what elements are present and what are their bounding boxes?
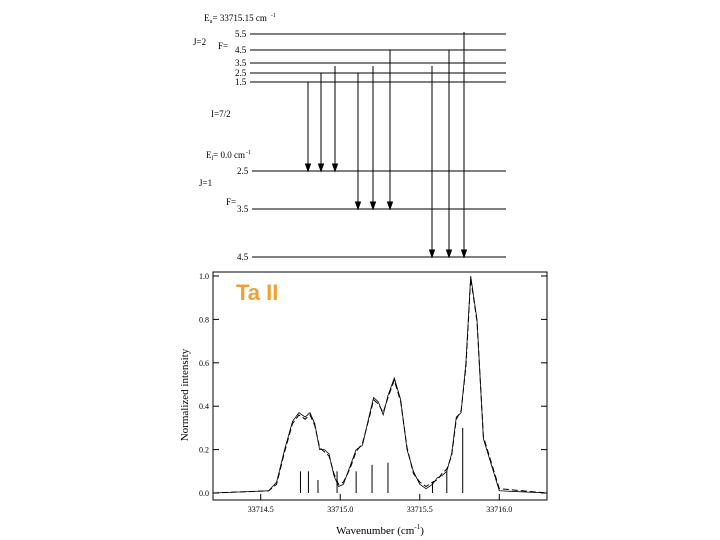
nuclear-spin-label: I=7/2 <box>211 109 231 119</box>
energy-level-diagram: Eu= 33715.15 cm -1 J=2 F= 5.54.53.52.51.5… <box>193 13 506 262</box>
lower-level-label: 2.5 <box>237 166 249 176</box>
x-axis-title: Wavenumber (cm-1) <box>336 523 424 537</box>
y-axis-ticks: 0.0 0.2 0.4 0.6 0.8 1.0 <box>199 272 547 498</box>
transition-arrows <box>304 32 468 259</box>
y-axis-title: Normalized intensity <box>179 348 191 441</box>
lower-j-label: J=1 <box>199 178 212 188</box>
measured-spectrum-line <box>212 275 548 494</box>
x-tick-label: 33716.0 <box>486 505 512 514</box>
upper-level-label: 2.5 <box>235 68 247 78</box>
y-tick-label: 0.0 <box>199 489 209 498</box>
upper-level-label: 5.5 <box>235 29 247 39</box>
lower-energy-label: El= 0.0 cm-1 <box>206 150 251 162</box>
y-tick-label: 1.0 <box>199 272 209 281</box>
upper-level-label: 4.5 <box>235 45 247 55</box>
x-tick-label: 33715.5 <box>407 505 433 514</box>
lower-f-label: F= <box>226 197 236 207</box>
upper-energy-label: Eu= 33715.15 cm -1 <box>204 13 276 25</box>
upper-j-label: J=2 <box>193 37 206 47</box>
upper-level-label: 3.5 <box>235 58 247 68</box>
upper-levels: 5.5 4.5 3.52.51.5 <box>235 29 506 87</box>
upper-level-label: 1.5 <box>235 77 247 87</box>
stick-spectrum <box>299 427 464 493</box>
species-label: Ta II <box>236 280 279 305</box>
y-tick-label: 0.8 <box>199 315 209 324</box>
x-tick-label: 33714.5 <box>248 505 274 514</box>
lower-level-label: 4.5 <box>237 252 249 262</box>
plot-frame <box>212 271 548 501</box>
lower-level-label: 3.5 <box>237 204 249 214</box>
y-tick-label: 0.2 <box>199 446 209 455</box>
fit-spectrum-line <box>212 278 548 494</box>
upper-f-label: F= <box>218 41 228 51</box>
y-tick-label: 0.6 <box>199 359 209 368</box>
x-tick-label: 33715.0 <box>327 505 353 514</box>
x-axis-ticks: 33714.5 33715.0 33715.5 33716.0 <box>248 494 512 514</box>
y-tick-label: 0.4 <box>199 402 209 411</box>
